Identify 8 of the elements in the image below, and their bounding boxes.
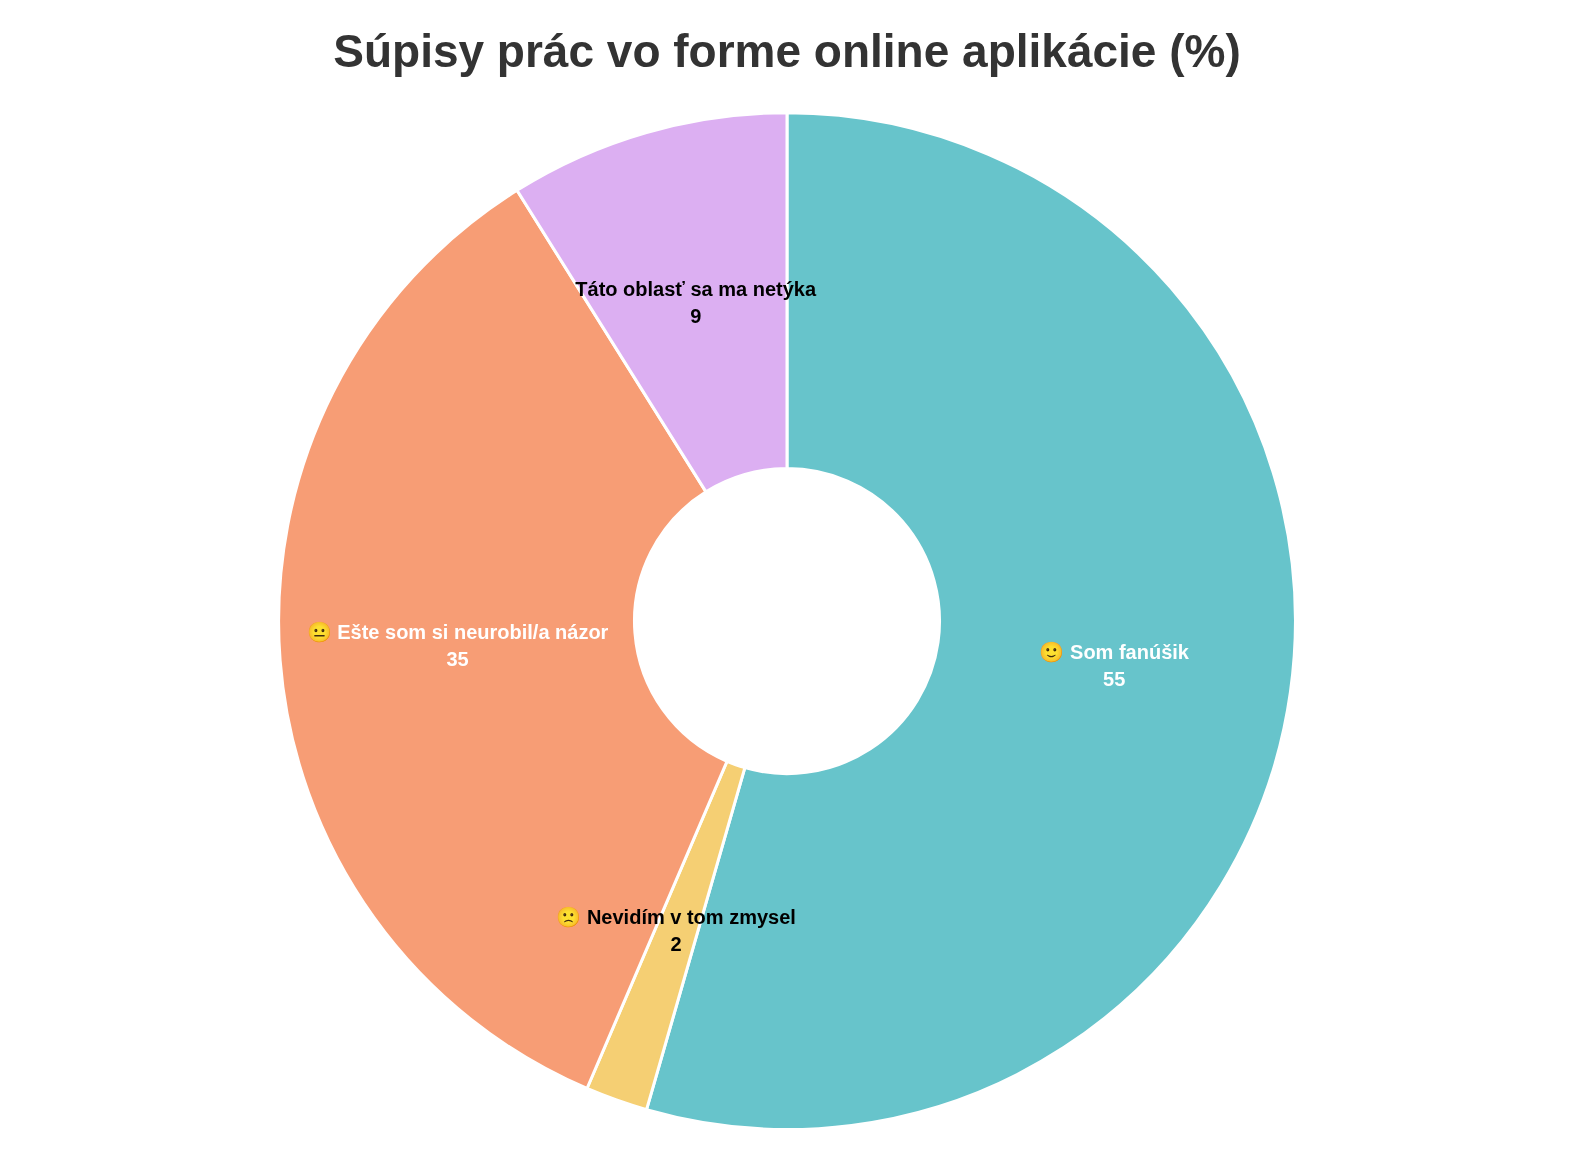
data-label: 35 (446, 647, 469, 670)
chart-title: Súpisy prác vo forme online aplikácie (%) (333, 25, 1241, 78)
slice-label: Táto oblasť sa ma netýka (575, 277, 817, 300)
data-label: 55 (1103, 668, 1126, 691)
slice-label: 😐 Ešte som si neurobil/a názor (306, 620, 609, 643)
data-label: 9 (690, 304, 702, 327)
slice-label: 🙂 Som fanúšik (1039, 641, 1190, 664)
data-label: 2 (670, 933, 682, 956)
